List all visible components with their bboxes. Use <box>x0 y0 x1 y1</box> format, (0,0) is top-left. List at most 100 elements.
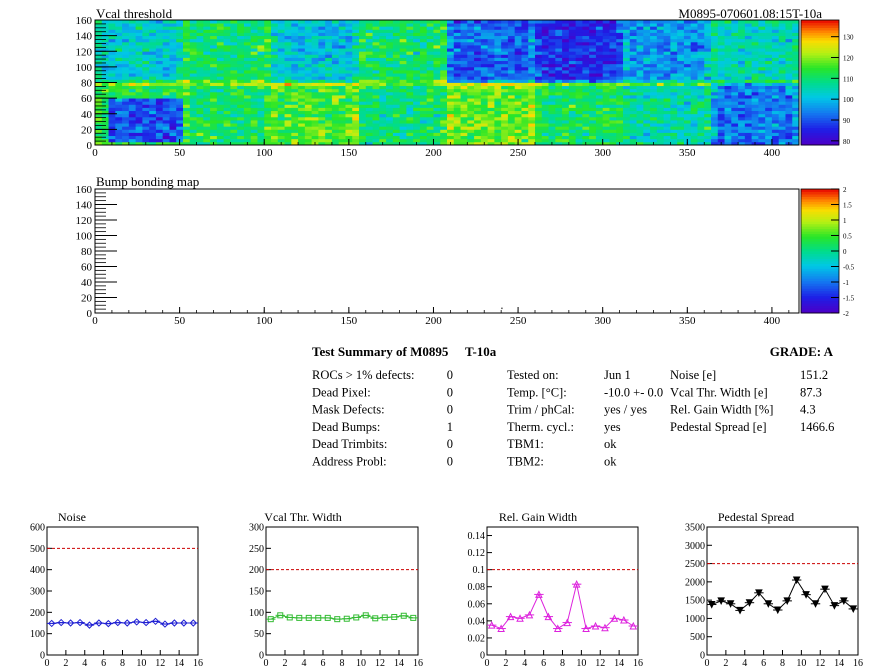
threshold-cell <box>115 63 123 68</box>
threshold-cell <box>487 29 495 33</box>
threshold-cell <box>115 54 123 58</box>
threshold-cell <box>413 73 421 77</box>
threshold-cell <box>697 79 705 83</box>
threshold-cell <box>128 95 137 99</box>
threshold-cell <box>284 129 292 133</box>
threshold-cell <box>629 23 637 27</box>
pedestal-spread-ytick-label: 2000 <box>685 577 705 588</box>
threshold-cbar-swatch <box>801 100 839 103</box>
threshold-cell <box>677 126 685 130</box>
threshold-cell <box>541 73 549 77</box>
threshold-cell <box>480 135 489 140</box>
threshold-cell <box>223 60 231 65</box>
threshold-cell <box>318 116 326 121</box>
threshold-cell <box>183 76 191 80</box>
threshold-cell <box>724 20 732 24</box>
threshold-cell <box>155 116 164 121</box>
threshold-cell <box>419 98 428 102</box>
threshold-cell <box>331 132 340 137</box>
threshold-cell <box>507 113 516 118</box>
threshold-cell <box>487 70 495 74</box>
threshold-cell <box>142 123 150 127</box>
threshold-cell <box>189 107 197 112</box>
threshold-cell <box>379 129 387 133</box>
threshold-cell <box>670 123 678 127</box>
threshold-cell <box>108 20 116 24</box>
threshold-cell <box>731 41 739 46</box>
threshold-cell <box>135 79 143 83</box>
threshold-cell <box>555 66 563 71</box>
threshold-cell <box>623 57 631 62</box>
threshold-cell <box>142 73 150 77</box>
threshold-cell <box>162 126 170 130</box>
threshold-cell <box>365 85 373 90</box>
threshold-cell <box>203 113 211 118</box>
threshold-cell <box>690 76 698 80</box>
threshold-cell <box>575 104 583 108</box>
threshold-cell <box>230 54 238 58</box>
threshold-cell <box>122 35 130 40</box>
threshold-cell <box>392 116 401 121</box>
threshold-cell <box>447 32 455 37</box>
threshold-cell <box>690 110 698 115</box>
threshold-cell <box>345 48 353 52</box>
threshold-cell <box>623 60 631 65</box>
threshold-cell <box>663 98 671 102</box>
threshold-cell <box>176 113 184 118</box>
threshold-cell <box>711 79 719 83</box>
pedestal-spread-xtick-label: 6 <box>761 658 766 669</box>
threshold-cell <box>697 23 705 27</box>
threshold-cell <box>419 116 428 121</box>
threshold-cell <box>318 141 326 146</box>
bump-cbar-swatch <box>801 275 839 279</box>
threshold-cell <box>738 41 746 46</box>
threshold-cell <box>643 129 651 133</box>
threshold-cell <box>690 48 698 52</box>
summary-value: 151.2 <box>800 368 828 382</box>
threshold-cell <box>683 132 692 137</box>
threshold-cell <box>189 26 197 30</box>
bump-cbar-swatch <box>801 191 839 195</box>
threshold-cell <box>514 104 522 108</box>
threshold-cell <box>751 88 759 93</box>
threshold-cell <box>568 70 577 74</box>
pedestal-spread-point <box>736 606 744 615</box>
threshold-cell <box>291 32 299 37</box>
threshold-cell <box>568 101 577 105</box>
summary-value: 4.3 <box>800 403 816 417</box>
bump-cbar-swatch <box>801 298 839 302</box>
threshold-cell <box>196 120 204 124</box>
threshold-cell <box>379 76 387 80</box>
threshold-cell <box>189 98 197 102</box>
threshold-cbar-swatch <box>801 37 839 41</box>
threshold-cell <box>758 135 766 140</box>
threshold-cell <box>413 123 421 127</box>
threshold-cell <box>602 66 610 71</box>
threshold-cell <box>501 98 509 102</box>
threshold-cell <box>548 95 556 99</box>
threshold-cell <box>142 104 150 108</box>
threshold-cell <box>663 32 671 37</box>
threshold-cell <box>298 116 306 121</box>
noise-point <box>123 619 131 627</box>
threshold-cell <box>149 41 157 46</box>
threshold-cell <box>494 113 502 118</box>
threshold-cell <box>338 85 346 90</box>
threshold-cell <box>494 120 502 124</box>
threshold-cell <box>650 116 658 121</box>
threshold-cell <box>636 82 644 87</box>
threshold-cell <box>602 104 610 108</box>
threshold-cell <box>433 57 441 62</box>
threshold-cell <box>616 41 624 46</box>
threshold-cell <box>365 107 373 112</box>
threshold-cell <box>744 107 753 112</box>
threshold-cell <box>426 76 434 80</box>
threshold-cell <box>758 57 766 62</box>
threshold-cell <box>467 54 475 58</box>
threshold-cell <box>771 132 780 137</box>
threshold-cell <box>751 91 759 96</box>
threshold-cell <box>135 129 143 133</box>
threshold-cell <box>521 57 529 62</box>
threshold-cell <box>426 123 434 127</box>
threshold-cell <box>203 23 211 27</box>
